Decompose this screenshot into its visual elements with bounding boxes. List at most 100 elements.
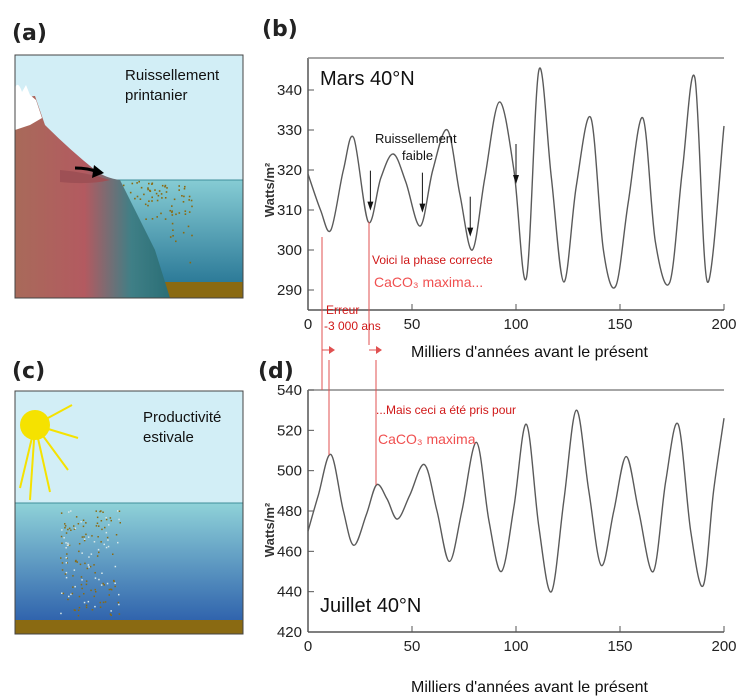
sediment-particle <box>82 525 85 528</box>
sediment-particle <box>96 516 99 519</box>
sediment-particle <box>90 553 93 555</box>
chart-d-xlabel: Milliers d'années avant le présent <box>411 679 649 696</box>
sediment-particle <box>143 193 145 196</box>
sediment-particle <box>160 212 162 215</box>
sediment-particle <box>188 211 191 213</box>
sediment-particle <box>156 199 159 202</box>
sediment-particle <box>89 565 92 568</box>
panel-a-caption-line1: Ruissellement <box>125 67 220 84</box>
sediment-particle <box>183 187 186 190</box>
sediment-particle <box>151 218 154 220</box>
chart-b-xtick-label: 150 <box>607 316 632 333</box>
sediment-particle <box>103 543 105 546</box>
sediment-particle <box>94 577 97 579</box>
chart-b-series-line <box>307 67 725 289</box>
sediment-particle <box>78 595 81 598</box>
sediment-particle <box>97 548 100 551</box>
sediment-particle <box>105 518 108 521</box>
sediment-particle <box>64 527 66 529</box>
runoff-label-line1: Ruissellement <box>375 131 457 146</box>
sediment-particle <box>144 203 147 206</box>
sediment-particle <box>81 552 83 554</box>
sediment-particle <box>160 193 163 195</box>
chart-d-xtick-label: 200 <box>711 638 736 655</box>
sediment-particle <box>147 187 149 189</box>
sediment-particle <box>117 601 120 604</box>
sediment-particle <box>114 565 117 568</box>
sediment-particle <box>83 539 86 542</box>
sediment-particle <box>151 182 154 185</box>
sediment-particle <box>165 191 168 193</box>
chart-d-ylabel: Watts/m² <box>262 502 277 557</box>
sediment-particle <box>97 536 99 538</box>
sediment-particle <box>73 569 76 571</box>
sediment-particle <box>62 592 65 595</box>
sediment-particle <box>98 525 100 527</box>
sediment-particle <box>106 536 109 539</box>
sediment-particle <box>191 234 193 237</box>
sediment-particle <box>61 562 64 564</box>
sediment-particle <box>151 200 153 202</box>
sediment-particle <box>105 546 108 549</box>
chart-b-ytick-label: 300 <box>277 242 302 259</box>
sediment-particle <box>175 240 177 243</box>
sediment-particle <box>117 541 119 544</box>
sediment-particle <box>63 537 65 539</box>
chart-d-xtick-label: 150 <box>607 638 632 655</box>
sediment-particle <box>148 182 150 185</box>
sediment-particle <box>95 591 97 593</box>
sediment-particle <box>110 519 112 522</box>
chart-b-xlabel: Milliers d'années avant le présent <box>411 344 649 361</box>
sediment-particle <box>161 184 164 187</box>
sediment-particle <box>110 588 113 591</box>
chart-d-xtick-label: 100 <box>503 638 528 655</box>
sediment-particle <box>134 197 136 200</box>
sediment-particle <box>118 510 121 512</box>
sediment-particle <box>65 576 68 579</box>
chart-b-runoff-arrowhead <box>467 227 474 237</box>
sediment-particle <box>78 550 80 553</box>
sediment-particle <box>68 511 70 513</box>
sediment-particle <box>108 588 111 591</box>
sediment-particle <box>118 603 120 606</box>
chart-d-ytick-label: 460 <box>277 543 302 560</box>
sediment-particle <box>118 593 120 596</box>
sediment-particle <box>99 510 101 513</box>
sediment-particle <box>164 218 167 220</box>
panel-c-caption-line2: estivale <box>143 429 194 446</box>
runoff-label-line2: faible <box>402 148 433 163</box>
sediment-particle <box>108 594 110 596</box>
chart-b-ytick-label: 340 <box>277 82 302 99</box>
correct-phase-label: Voici la phase correcte <box>372 253 493 267</box>
sediment-particle <box>189 261 192 264</box>
sediment-particle <box>178 189 180 191</box>
chart-d-title: Juillet 40°N <box>320 595 421 617</box>
sun-icon <box>19 404 79 501</box>
caco3-maxima-b-label: CaCO₃ maxima... <box>374 274 483 290</box>
sediment-particle <box>188 199 190 201</box>
chart-b-title: Mars 40°N <box>320 68 415 90</box>
sediment-particle <box>75 516 78 518</box>
panel-c-illustration: Productivité estivale <box>14 390 244 635</box>
sediment-particle <box>147 204 149 207</box>
sediment-particle <box>115 534 118 536</box>
sediment-particle <box>147 188 149 191</box>
sediment-particle <box>61 592 63 594</box>
sediment-particle <box>81 536 84 538</box>
sediment-particle <box>98 551 100 554</box>
sediment-particle <box>67 598 69 601</box>
sediment-particle <box>71 592 74 595</box>
sediment-particle <box>139 198 142 200</box>
chart-b-xtick-label: 100 <box>503 316 528 333</box>
sediment-particle <box>96 555 99 557</box>
sediment-particle <box>65 571 68 574</box>
sediment-particle <box>87 564 90 566</box>
sediment-particle <box>104 526 106 529</box>
panel-c-letter: (c) <box>12 359 45 384</box>
panel-c-caption-line1: Productivité <box>143 409 221 426</box>
sediment-particle <box>79 563 82 566</box>
sediment-particle <box>131 182 134 185</box>
sediment-particle <box>85 580 88 582</box>
sediment-particle <box>181 195 183 197</box>
chart-d: Watts/m² Juillet 40°N Milliers d'années … <box>262 382 737 696</box>
